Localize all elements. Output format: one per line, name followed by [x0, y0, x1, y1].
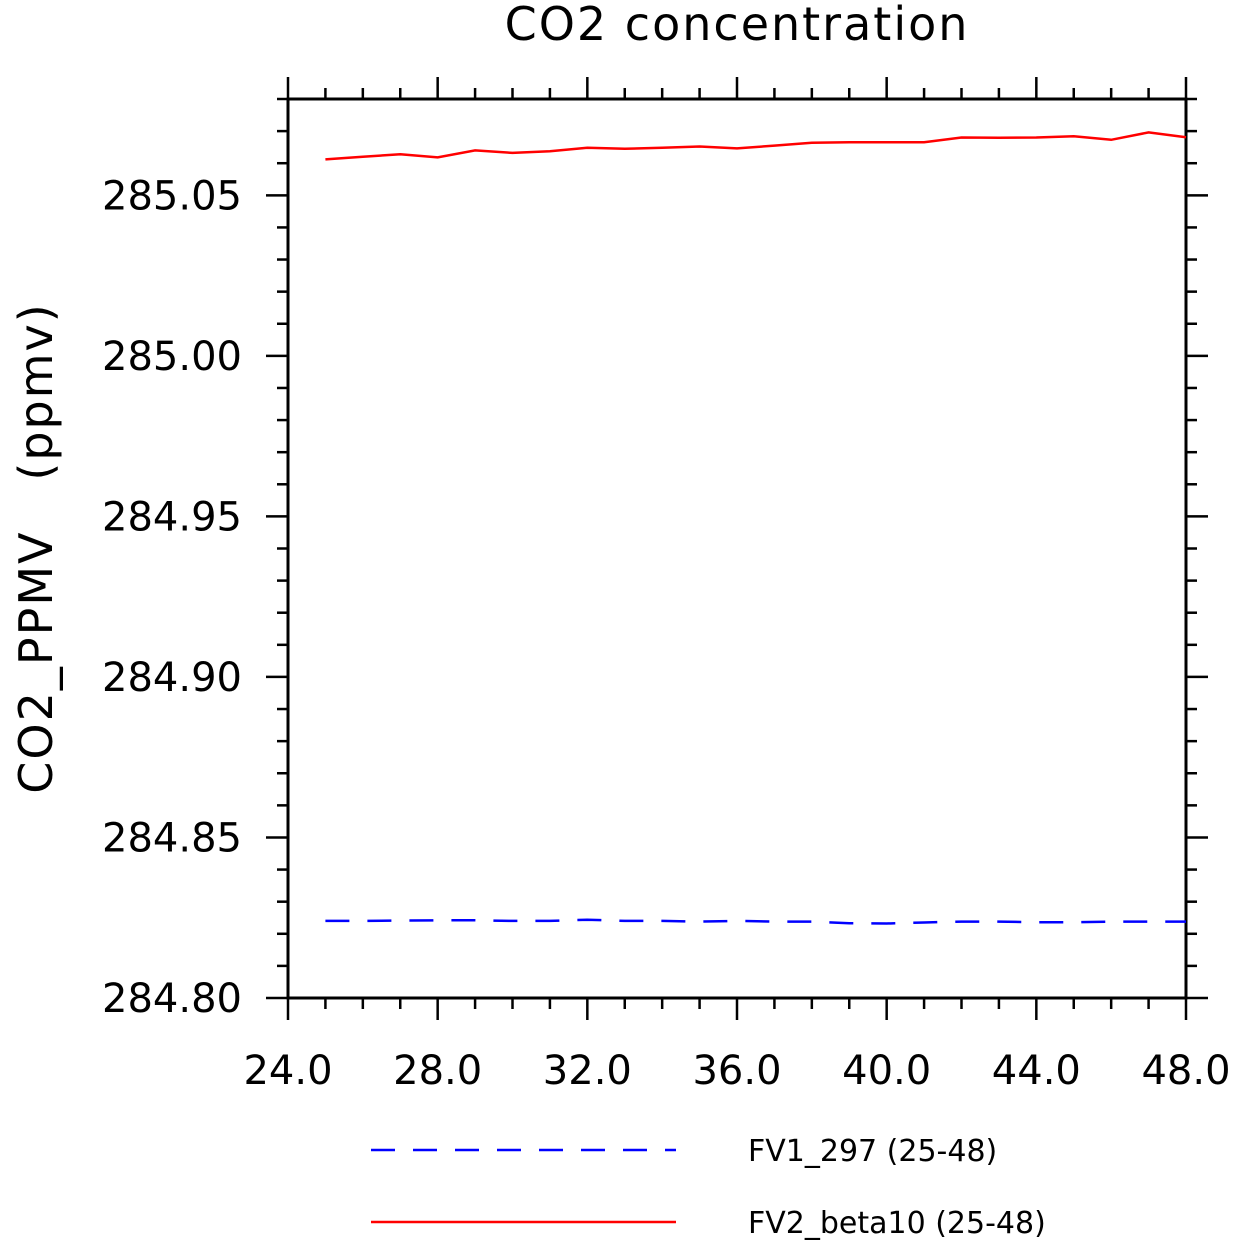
y-tick-label: 284.90 — [102, 655, 242, 701]
legend-label-2: FV2_beta10 (25-48) — [748, 1206, 1046, 1241]
plot-frame — [286, 97, 1188, 1000]
x-tick-label: 32.0 — [543, 1048, 632, 1094]
legend-label-1: FV1_297 (25-48) — [748, 1134, 997, 1169]
x-tick-label: 40.0 — [842, 1048, 931, 1094]
y-tick-label: 284.80 — [102, 976, 242, 1022]
x-tick-label: 36.0 — [692, 1048, 781, 1094]
series-line-2 — [325, 131, 1187, 161]
series-line-1 — [325, 918, 1186, 925]
y-axis-label: CO2_PPMV (ppmv) — [9, 302, 63, 793]
y-tick-label: 285.05 — [102, 173, 242, 219]
tick-labels: 24.0 28.0 32.0 36.0 40.0 44.0 48.0 284.80 284.85… — [102, 173, 1231, 1094]
x-tick-label: 24.0 — [243, 1048, 332, 1094]
x-tick-label: 28.0 — [393, 1048, 482, 1094]
legend: FV1_297 (25-48) FV2_beta10 (25-48) — [371, 1134, 1046, 1241]
y-tick-label: 284.95 — [102, 494, 242, 540]
chart-title: CO2 concentration — [505, 0, 970, 51]
y-tick-label: 284.85 — [102, 815, 242, 861]
x-tick-label: 48.0 — [1141, 1048, 1230, 1094]
y-tick-label: 285.00 — [102, 334, 242, 380]
series-layer — [325, 131, 1187, 925]
x-tick-label: 44.0 — [992, 1048, 1081, 1094]
axis-ticks — [266, 77, 1208, 1020]
